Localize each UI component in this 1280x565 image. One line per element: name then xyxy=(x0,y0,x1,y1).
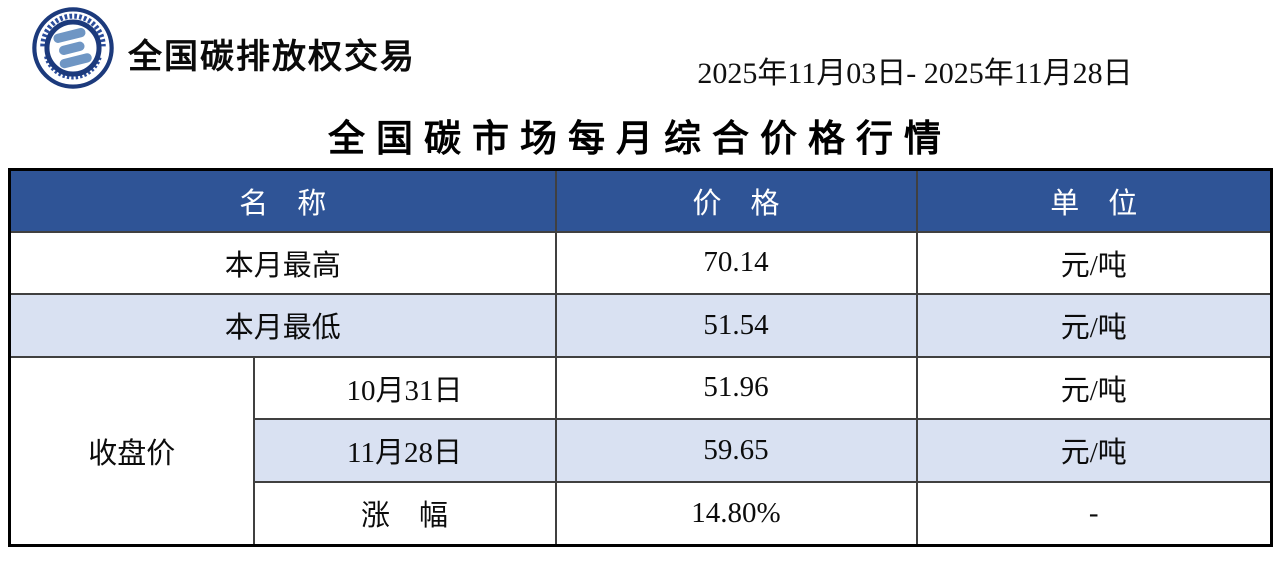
brand-name: 全国碳排放权交易 xyxy=(128,37,416,76)
price-value: 14.80% xyxy=(554,480,918,547)
brand: 全国碳排放权交易 xyxy=(30,6,416,90)
row-label: 涨 幅 xyxy=(252,480,557,547)
table-row-month-high: 本月最高 70.14 元/吨 xyxy=(8,230,1273,295)
price-value: 70.14 xyxy=(554,230,918,295)
row-label: 本月最低 xyxy=(8,292,557,358)
date-range: 2025年11月03日- 2025年11月28日 xyxy=(697,57,1133,90)
unit-value: 元/吨 xyxy=(915,230,1273,295)
column-header-name: 名 称 xyxy=(8,168,557,233)
price-value: 51.96 xyxy=(554,355,918,420)
table-row-closing-oct: 收盘价 10月31日 51.96 元/吨 xyxy=(8,355,1273,547)
column-header-unit: 单 位 xyxy=(915,168,1273,233)
table-row-month-low: 本月最低 51.54 元/吨 xyxy=(8,292,1273,358)
row-label: 本月最高 xyxy=(8,230,557,295)
unit-value: 元/吨 xyxy=(915,292,1273,358)
page-title: 全国碳市场每月综合价格行情 xyxy=(328,119,952,160)
closing-price-label: 收盘价 xyxy=(8,355,255,547)
unit-value: - xyxy=(915,480,1273,547)
carbon-market-emblem-icon xyxy=(32,7,114,89)
price-table: 名 称 价 格 单 位 本月最高 70.14 元/吨 本月最低 51.54 元/… xyxy=(8,168,1274,547)
table-row-change: 涨 幅 14.80% - xyxy=(10,480,1273,547)
logo-e-glyph xyxy=(53,28,92,69)
price-value: 51.54 xyxy=(554,292,918,358)
row-label: 10月31日 xyxy=(252,355,557,420)
unit-value: 元/吨 xyxy=(915,417,1273,483)
table-row-closing-nov: 11月28日 59.65 元/吨 xyxy=(10,417,1273,483)
unit-value: 元/吨 xyxy=(915,355,1273,420)
table-header-row: 名 称 价 格 单 位 xyxy=(8,168,1273,233)
column-header-price: 价 格 xyxy=(554,168,918,233)
price-value: 59.65 xyxy=(554,417,918,483)
row-label: 11月28日 xyxy=(252,417,557,483)
